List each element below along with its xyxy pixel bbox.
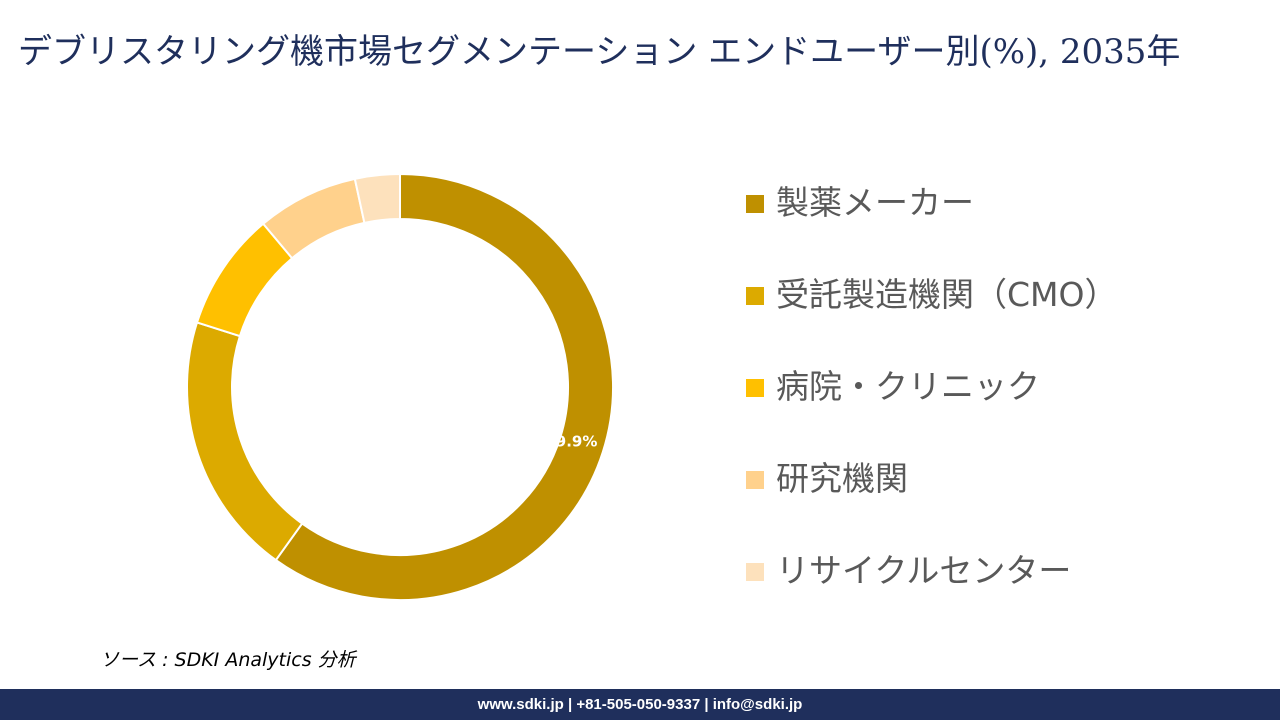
footer-bar: www.sdki.jp | +81-505-050-9337 | info@sd… [0,689,1280,720]
donut-slices [186,172,614,601]
chart-legend: 製薬メーカー受託製造機関（CMO） 病院・クリニック 研究機関リサイクルセンター [746,176,1266,636]
legend-label-2: 受託製造機関（CMO） [776,275,1118,314]
donut-data-label-1: 59.9% [545,433,597,451]
donut-chart: 59.9% [186,172,614,601]
source-note: ソース : SDKI Analytics 分析 [100,649,356,671]
donut-data-labels: 59.9% [545,433,597,451]
legend-swatch-5 [746,563,764,581]
legend-swatch-1 [746,195,764,213]
donut-slice-2 [186,321,304,562]
legend-item-1: 製薬メーカー [746,176,1266,268]
legend-label-5: リサイクルセンター [776,551,1072,590]
legend-label-4: 研究機関 [776,459,908,498]
donut-slice-5 [353,172,401,225]
legend-item-4: 研究機関 [746,452,1266,544]
donut-slice-1 [274,172,614,601]
legend-label-1: 製薬メーカー [776,183,974,222]
chart-title: デブリスタリング機市場セグメンテーション エンドユーザー別(%), 2035年 [18,32,1181,72]
legend-swatch-2 [746,287,764,305]
legend-item-5: リサイクルセンター [746,544,1266,636]
legend-item-3: 病院・クリニック [746,360,1266,452]
legend-swatch-3 [746,379,764,397]
footer-contact: www.sdki.jp | +81-505-050-9337 | info@sd… [477,696,803,713]
legend-label-3: 病院・クリニック [776,367,1040,406]
legend-item-2: 受託製造機関（CMO） [746,268,1266,360]
legend-swatch-4 [746,471,764,489]
